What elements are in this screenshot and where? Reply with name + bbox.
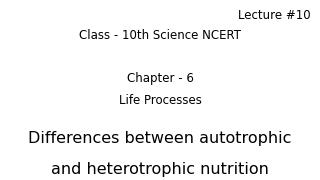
Text: Chapter - 6: Chapter - 6 — [127, 72, 193, 85]
Text: Life Processes: Life Processes — [119, 94, 201, 107]
Text: and heterotrophic nutrition: and heterotrophic nutrition — [51, 162, 269, 177]
Text: Class - 10th Science NCERT: Class - 10th Science NCERT — [79, 29, 241, 42]
Text: Differences between autotrophic: Differences between autotrophic — [28, 131, 292, 146]
Text: Lecture #10: Lecture #10 — [238, 9, 310, 22]
